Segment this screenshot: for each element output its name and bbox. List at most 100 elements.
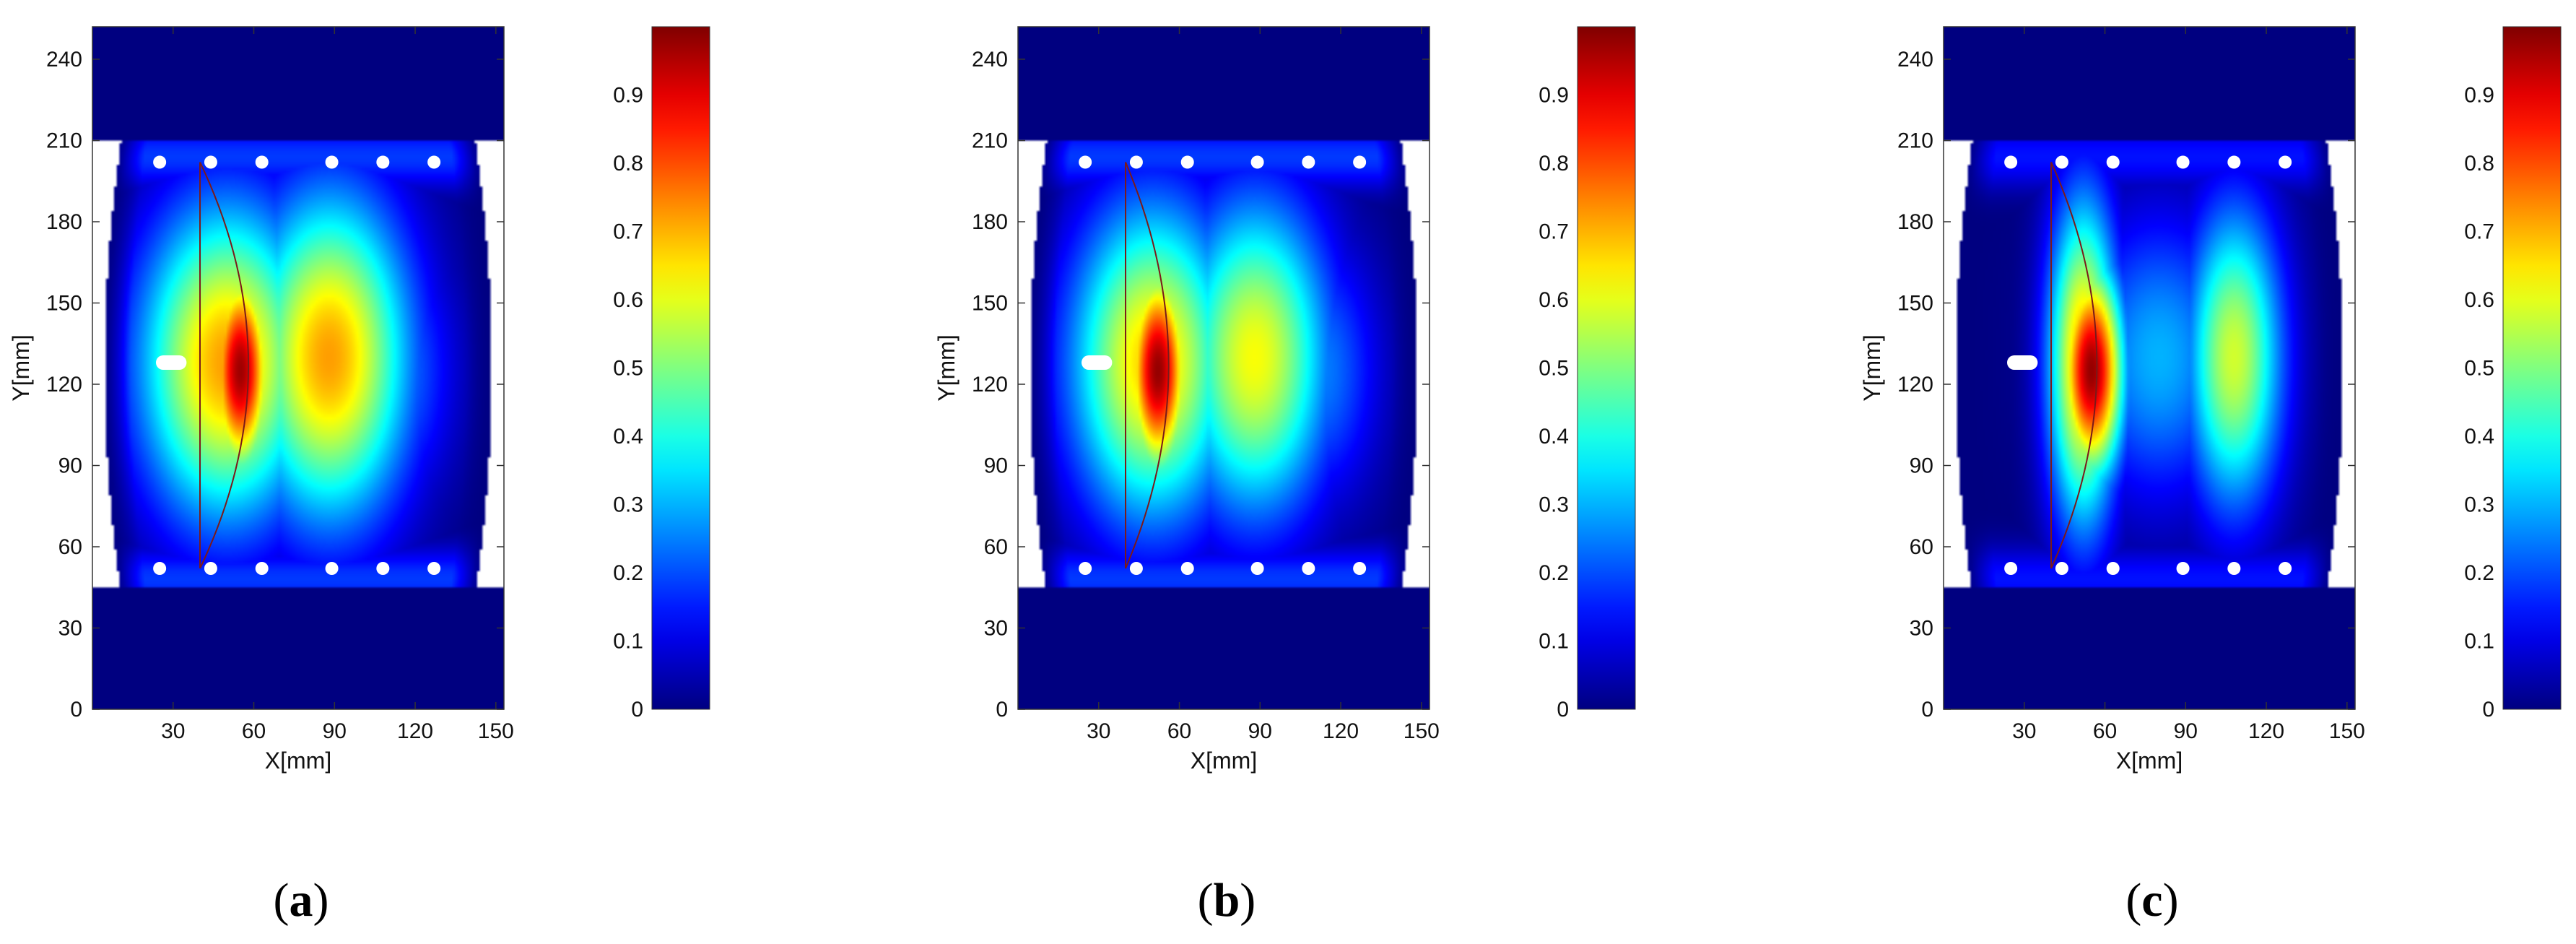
colorbar-tick-label: 0.1 [613, 630, 643, 654]
x-tick-label: 90 [323, 719, 347, 743]
y-tick-label: 30 [1910, 617, 1933, 641]
colorbar-tick-label: 0.3 [613, 493, 643, 517]
colorbar-tick-label: 0.2 [2464, 561, 2494, 585]
y-tick-label: 0 [70, 698, 82, 722]
bolt-hole [255, 155, 269, 169]
y-tick-label: 120 [46, 373, 82, 397]
y-tick-label: 240 [972, 48, 1008, 72]
colorbar-tick-label: 0.6 [613, 288, 643, 312]
x-tick-label: 120 [397, 719, 433, 743]
y-axis-label: Y[mm] [934, 334, 960, 401]
colorbar-tick-label: 0.2 [613, 561, 643, 585]
plot-frame [1017, 26, 1430, 710]
x-tick-label: 150 [1404, 719, 1440, 743]
colorbar-tick-label: 0.5 [613, 357, 643, 381]
x-tick-label: 150 [2329, 719, 2365, 743]
bolt-hole [427, 155, 441, 169]
colorbar-tick-label: 0.7 [613, 220, 643, 244]
bolt-hole [1079, 562, 1092, 575]
x-tick-label: 30 [1087, 719, 1110, 743]
y-tick-label: 120 [972, 373, 1008, 397]
colorbar-tick-label: 0.2 [1539, 561, 1569, 585]
y-tick-label: 150 [46, 292, 82, 316]
bolt-hole [1302, 562, 1315, 575]
x-tick-label: 150 [478, 719, 514, 743]
bolt-hole [2004, 562, 2018, 575]
bolt-hole [1353, 562, 1367, 575]
crack-front-arc [199, 162, 249, 569]
plot-frame [1943, 26, 2356, 710]
colorbar-tick-label: 0 [2482, 698, 2494, 722]
crack-front-arc [1125, 162, 1170, 569]
bolt-hole [1250, 562, 1264, 575]
x-tick-label: 60 [2093, 719, 2117, 743]
heatmap-field [92, 27, 504, 709]
panel-caption: (a) [273, 874, 328, 927]
y-tick-label: 30 [984, 617, 1008, 641]
y-tick-label: 30 [58, 617, 82, 641]
bolt-hole [2106, 155, 2120, 169]
bolt-hole [325, 155, 339, 169]
bolt-hole [2227, 155, 2241, 169]
y-tick-label: 240 [1897, 48, 1933, 72]
bolt-hole [1353, 155, 1367, 169]
heatmap-field [1018, 27, 1430, 709]
bolt-hole [204, 562, 217, 575]
colorbar-frame [2502, 26, 2562, 710]
y-axis-label: Y[mm] [1859, 334, 1885, 401]
bolt-hole [1250, 155, 1264, 169]
colorbar-tick-label: 0.9 [1539, 84, 1569, 108]
colorbar-tick-label: 0 [1557, 698, 1569, 722]
y-tick-label: 0 [996, 698, 1008, 722]
panel-caption: (b) [1198, 874, 1256, 927]
crack-front-arc [2050, 162, 2098, 569]
x-tick-label: 90 [1248, 719, 1272, 743]
x-tick-label: 120 [2248, 719, 2284, 743]
y-tick-label: 180 [972, 210, 1008, 234]
colorbar-tick-label: 0.1 [1539, 630, 1569, 654]
colorbar-frame [651, 26, 710, 710]
bolt-hole [1079, 155, 1092, 169]
colorbar [652, 27, 710, 709]
bolt-hole [1302, 155, 1315, 169]
notch [2007, 355, 2038, 370]
colorbar-tick-label: 0.3 [1539, 493, 1569, 517]
bolt-hole [2176, 562, 2190, 575]
bolt-hole [2176, 155, 2190, 169]
notch [1082, 355, 1113, 370]
bolt-hole [325, 562, 339, 575]
panel-1: 30 60 90 120 150 0 30 60 90 120 150 180 210 240 X[mm] Y… [934, 26, 1636, 927]
bolt-hole [2055, 562, 2068, 575]
bolt-hole [2227, 562, 2241, 575]
bolt-hole [2004, 155, 2018, 169]
bolt-hole [204, 155, 217, 169]
y-tick-label: 90 [1910, 454, 1933, 478]
y-tick-label: 180 [46, 210, 82, 234]
panel-2: 30 60 90 120 150 0 30 60 90 120 150 180 210 240 X[mm] Y… [1859, 26, 2562, 927]
panel-0: 30 60 90 120 150 0 30 60 90 120 150 180 210 240 X[mm] Y… [8, 26, 710, 927]
y-tick-label: 60 [984, 535, 1008, 559]
y-tick-label: 90 [984, 454, 1008, 478]
x-tick-label: 30 [2012, 719, 2036, 743]
y-tick-label: 120 [1897, 373, 1933, 397]
colorbar [1578, 27, 1635, 709]
y-axis-label: Y[mm] [8, 334, 34, 401]
colorbar-tick-label: 0.5 [2464, 357, 2494, 381]
colorbar-tick-label: 0.7 [2464, 220, 2494, 244]
x-axis-label: X[mm] [265, 748, 331, 774]
bolt-hole [2279, 155, 2292, 169]
bolt-hole [255, 562, 269, 575]
bolt-hole [376, 562, 390, 575]
x-axis-label: X[mm] [1191, 748, 1257, 774]
panel-caption: (c) [2125, 874, 2178, 927]
colorbar-tick-label: 0.3 [2464, 493, 2494, 517]
bolt-hole [1129, 155, 1143, 169]
x-axis-label: X[mm] [2116, 748, 2183, 774]
bolt-hole [153, 562, 167, 575]
bolt-hole [427, 562, 441, 575]
colorbar-tick-label: 0.1 [2464, 630, 2494, 654]
x-tick-label: 60 [242, 719, 266, 743]
y-tick-label: 210 [972, 129, 1008, 153]
bolt-hole [153, 155, 167, 169]
y-tick-label: 210 [46, 129, 82, 153]
